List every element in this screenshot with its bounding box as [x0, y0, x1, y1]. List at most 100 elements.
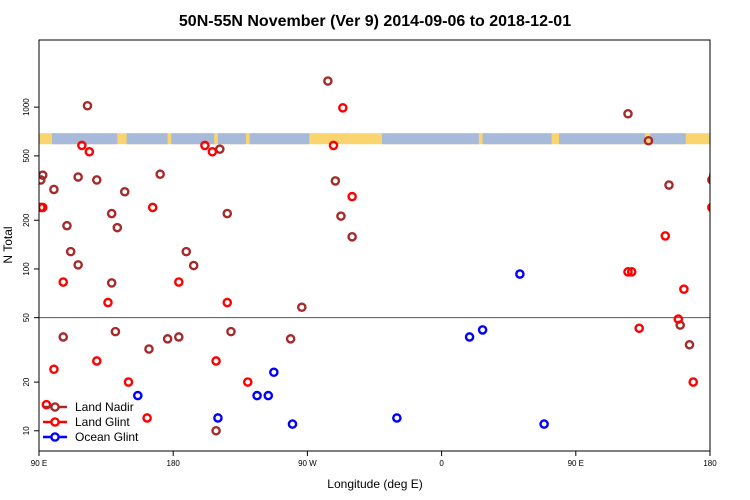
data-point — [147, 202, 158, 213]
data-point — [623, 108, 633, 119]
data-point — [336, 211, 346, 221]
land-band — [39, 133, 710, 145]
data-point — [173, 332, 184, 342]
data-point — [49, 364, 59, 375]
data-point — [242, 377, 253, 387]
data-point — [347, 232, 357, 242]
data-point — [297, 302, 307, 313]
data-point — [287, 419, 298, 429]
ocean-band — [381, 133, 479, 145]
data-point — [188, 260, 199, 271]
data-point — [330, 176, 341, 186]
data-point — [539, 419, 549, 429]
data-point — [211, 425, 221, 436]
data-point — [347, 191, 357, 202]
y-tick-label: 1000 — [22, 98, 31, 116]
data-point — [252, 390, 262, 401]
land-ocean-strip — [39, 133, 710, 145]
data-point — [679, 284, 689, 294]
data-point — [707, 203, 710, 212]
data-point — [623, 267, 633, 277]
legend-label: Land Glint — [75, 415, 130, 429]
ocean-band — [126, 133, 168, 145]
legend-marker — [50, 402, 60, 412]
y-tick-label: 20 — [22, 377, 31, 386]
data-point — [285, 334, 296, 344]
data-point — [62, 220, 72, 231]
legend-label: Ocean Glint — [75, 430, 139, 444]
y-axis-label: N Total — [1, 226, 15, 263]
data-point — [77, 140, 87, 151]
data-point — [708, 172, 710, 179]
data-point — [626, 267, 637, 277]
data-point — [634, 323, 644, 334]
y-tick-label: 10 — [22, 426, 31, 435]
data-point — [112, 222, 123, 233]
x-tick-label: 90 E — [568, 459, 584, 468]
y-tick-label: 200 — [22, 213, 31, 227]
ocean-band — [171, 133, 215, 145]
data-point — [39, 202, 46, 213]
data-point — [664, 180, 674, 190]
data-point — [708, 204, 710, 211]
data-point — [142, 413, 152, 423]
data-point — [222, 208, 233, 219]
data-point — [643, 135, 654, 146]
data-point — [58, 277, 69, 287]
data-point — [213, 413, 223, 423]
data-point — [464, 332, 475, 342]
data-point — [73, 172, 83, 182]
y-tick-label: 50 — [22, 313, 31, 322]
plot-frame — [38, 39, 711, 452]
x-tick-label: 180 — [167, 459, 181, 468]
y-tick-label: 100 — [22, 262, 31, 276]
data-point — [173, 277, 184, 287]
data-point — [688, 377, 699, 387]
data-point — [106, 208, 117, 219]
data-point — [91, 175, 102, 185]
data-point — [110, 326, 121, 337]
data-point — [132, 390, 143, 401]
data-point — [91, 356, 102, 366]
ocean-band — [650, 133, 686, 145]
data-point — [323, 76, 333, 86]
data-point — [207, 146, 218, 157]
x-tick-label: 90 E — [31, 459, 47, 468]
chart-title: 50N-55N November (Ver 9) 2014-09-06 to 2… — [179, 13, 571, 30]
data-point — [39, 175, 46, 185]
x-axis-label: Longitude (deg E) — [327, 477, 422, 491]
data-point — [144, 344, 154, 354]
data-point — [660, 231, 671, 241]
ocean-band — [559, 133, 645, 145]
data-point — [673, 314, 684, 324]
x-tick-label: 90 W — [298, 459, 317, 468]
x-axis: 90 E 180 90 W 0 90 E 180 — [31, 451, 717, 468]
data-point — [84, 146, 95, 157]
data-point — [200, 140, 210, 151]
y-axis: 10 20 50 100 200 500 1000 — [22, 98, 39, 435]
x-tick-label: 0 — [439, 459, 444, 468]
data-point — [269, 367, 279, 378]
data-point — [684, 339, 695, 350]
ocean-band — [217, 133, 246, 145]
y-tick-label: 500 — [22, 149, 31, 163]
data-point — [73, 260, 83, 270]
data-points — [39, 76, 710, 436]
data-point — [106, 278, 117, 288]
legend-marker — [50, 417, 60, 427]
data-point — [226, 326, 236, 337]
data-point — [214, 144, 225, 154]
data-point — [392, 413, 402, 423]
ocean-band — [52, 133, 118, 145]
data-point — [155, 169, 165, 180]
data-point — [65, 246, 76, 257]
data-point — [103, 297, 113, 308]
data-point — [82, 100, 93, 111]
data-point — [211, 356, 221, 366]
data-point — [338, 103, 348, 113]
data-point — [222, 297, 233, 308]
data-point — [123, 377, 134, 387]
data-point — [58, 332, 69, 342]
ocean-band — [482, 133, 552, 145]
